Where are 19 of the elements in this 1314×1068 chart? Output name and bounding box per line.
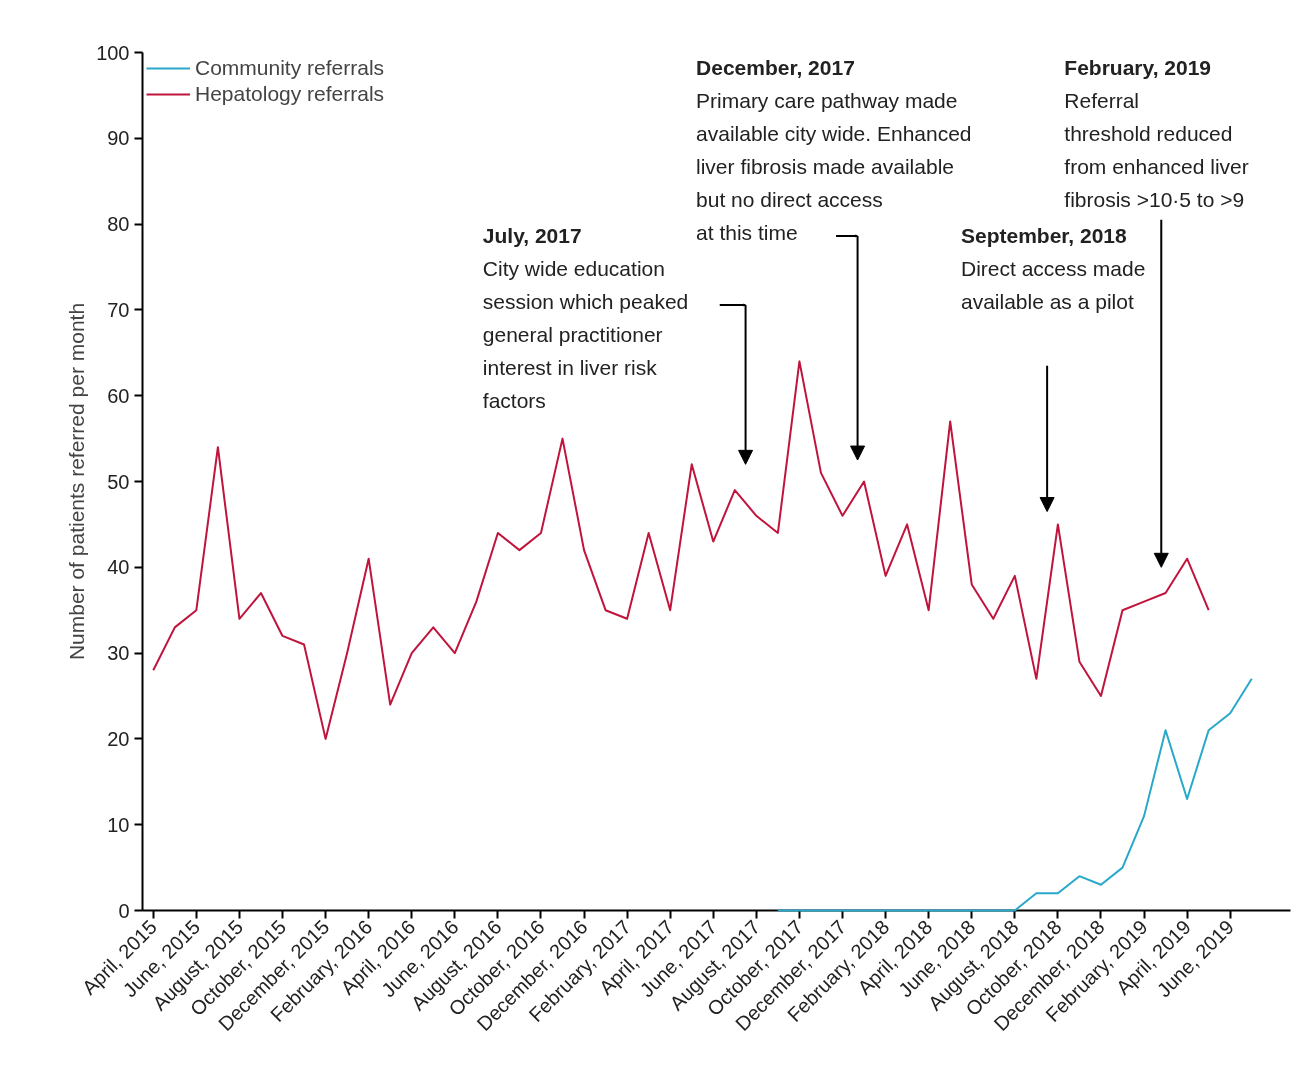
line-series (152, 360, 1210, 740)
y-tick-label: 0 (118, 899, 130, 922)
y-tick-label: 40 (107, 556, 130, 579)
annotation: July, 2017 City wide education session which peaked general practitioner interest in liver risk factors (482, 224, 689, 413)
y-tick-label: 70 (107, 298, 130, 321)
y-tick-label: 90 (107, 127, 130, 150)
y-tick-label: 60 (107, 384, 130, 407)
annotation: September, 2018 Direct access made available as a pilot (960, 224, 1146, 314)
y-tick-label: 30 (107, 642, 130, 665)
y-tick-label: 10 (107, 813, 130, 836)
y-axis-title: Number of patients referred per month (65, 302, 89, 661)
y-tick-label: 80 (107, 213, 130, 236)
y-tick-label: 20 (107, 727, 130, 750)
legend-label: Community referrals (195, 56, 385, 80)
annotation: February, 2019 Referral threshold reduced from enhanced liver fibrosis >10·5 to >9 (1064, 55, 1249, 212)
line-series (776, 677, 1253, 912)
y-tick-label: 100 (96, 41, 130, 64)
legend-label: Hepatology referrals (195, 82, 385, 106)
y-tick-label: 50 (107, 470, 130, 493)
